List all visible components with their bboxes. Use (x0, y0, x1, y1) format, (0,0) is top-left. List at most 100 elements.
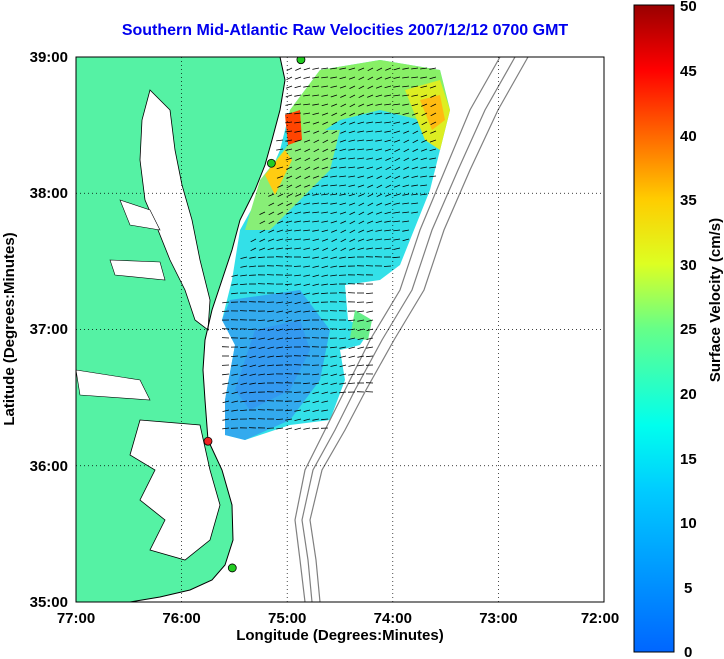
velocity-arrow (411, 112, 419, 116)
velocity-arrow (403, 157, 410, 162)
velocity-arrow (321, 220, 329, 223)
velocity-arrow (411, 175, 419, 178)
velocity-arrow (303, 202, 311, 205)
velocity-arrow (331, 112, 338, 116)
velocity-arrow (312, 400, 320, 404)
velocity-arrow (357, 310, 365, 313)
velocity-arrow (285, 292, 293, 295)
velocity-arrow (412, 139, 419, 144)
velocity-arrow (402, 175, 410, 179)
velocity-arrow (375, 85, 383, 89)
velocity-arrow (258, 364, 266, 367)
velocity-arrow (294, 121, 302, 124)
velocity-arrow (366, 175, 374, 179)
velocity-arrow (294, 247, 302, 250)
velocity-arrow (294, 211, 302, 215)
velocity-arrow (267, 364, 275, 367)
velocity-arrow (312, 238, 320, 241)
velocity-arrow (259, 247, 266, 251)
velocity-arrow (367, 67, 374, 72)
velocity-arrow (429, 67, 437, 70)
velocity-arrow (393, 256, 401, 259)
velocity-arrow (357, 121, 365, 125)
velocity-arrow (357, 337, 365, 341)
velocity-arrow (250, 238, 257, 243)
velocity-arrow (231, 292, 239, 295)
velocity-arrow (339, 256, 347, 259)
velocity-arrow (294, 319, 302, 322)
velocity-arrow (231, 409, 239, 412)
velocity-arrow (312, 301, 320, 304)
velocity-arrow (231, 274, 239, 277)
velocity-arrow (303, 382, 311, 385)
velocity-arrow (402, 211, 410, 214)
velocity-arrow (357, 238, 365, 242)
velocity-arrow (321, 373, 329, 376)
velocity-arrow (276, 328, 284, 332)
y-axis-label: Latitude (Degrees:Minutes) (1, 232, 18, 425)
velocity-arrow (339, 193, 347, 196)
velocity-arrow (411, 202, 419, 205)
velocity-arrow (358, 103, 365, 107)
velocity-arrow (420, 157, 428, 161)
colorbar-tick-label: 15 (680, 451, 697, 468)
velocity-arrow (303, 139, 311, 143)
velocity-arrow (430, 130, 437, 134)
velocity-arrow (384, 247, 392, 250)
velocity-arrow (258, 319, 266, 321)
x-tick-label: 73:00 (479, 610, 517, 627)
velocity-arrow (357, 364, 365, 367)
velocity-arrow (321, 76, 329, 79)
velocity-arrow (375, 94, 383, 98)
velocity-arrow (249, 265, 257, 268)
velocity-arrow (267, 238, 275, 242)
velocity-arrow (240, 400, 248, 403)
velocity-arrow (303, 76, 311, 79)
velocity-arrow (384, 94, 392, 97)
velocity-arrow (340, 247, 347, 252)
velocity-arrow (312, 256, 320, 259)
velocity-arrow (259, 220, 266, 225)
velocity-arrow (231, 382, 239, 385)
station-marker (227, 563, 237, 573)
velocity-arrow (403, 139, 410, 144)
velocity-arrow (348, 319, 356, 322)
velocity-arrow (276, 427, 284, 430)
velocity-arrow (402, 85, 410, 88)
velocity-arrow (403, 166, 410, 170)
velocity-arrow (276, 247, 284, 250)
velocity-arrow (294, 418, 302, 421)
velocity-arrow (295, 175, 302, 180)
velocity-arrow (294, 85, 302, 89)
velocity-arrow (402, 67, 410, 70)
velocity-arrow (340, 229, 347, 234)
velocity-arrow (357, 355, 365, 358)
colorbar (633, 4, 675, 653)
velocity-arrow (393, 184, 401, 188)
velocity-arrow (330, 346, 338, 349)
velocity-arrow (321, 400, 329, 403)
velocity-arrow (383, 265, 392, 267)
velocity-arrow (222, 418, 230, 421)
velocity-arrow (349, 103, 356, 108)
velocity-arrow (321, 175, 329, 178)
velocity-arrow (348, 328, 356, 331)
velocity-arrow (340, 121, 347, 126)
velocity-arrow (321, 112, 329, 116)
velocity-arrow (340, 130, 347, 134)
velocity-arrow (276, 301, 284, 304)
velocity-arrow (348, 175, 356, 178)
velocity-arrow (285, 427, 293, 430)
velocity-arrow (331, 139, 338, 143)
velocity-arrow (276, 337, 284, 340)
velocity-arrow (312, 409, 320, 412)
velocity-arrow (375, 130, 383, 133)
colorbar-tick-label: 0 (684, 644, 692, 659)
velocity-arrow (222, 301, 230, 304)
y-axis-ticks: 39:00 38:00 37:00 36:00 35:00 (30, 49, 68, 611)
velocity-arrow (330, 355, 338, 358)
velocity-arrow (330, 157, 338, 161)
velocity-arrow (348, 382, 356, 384)
velocity-arrow (421, 112, 428, 116)
colorbar-tick-label: 10 (680, 515, 697, 532)
